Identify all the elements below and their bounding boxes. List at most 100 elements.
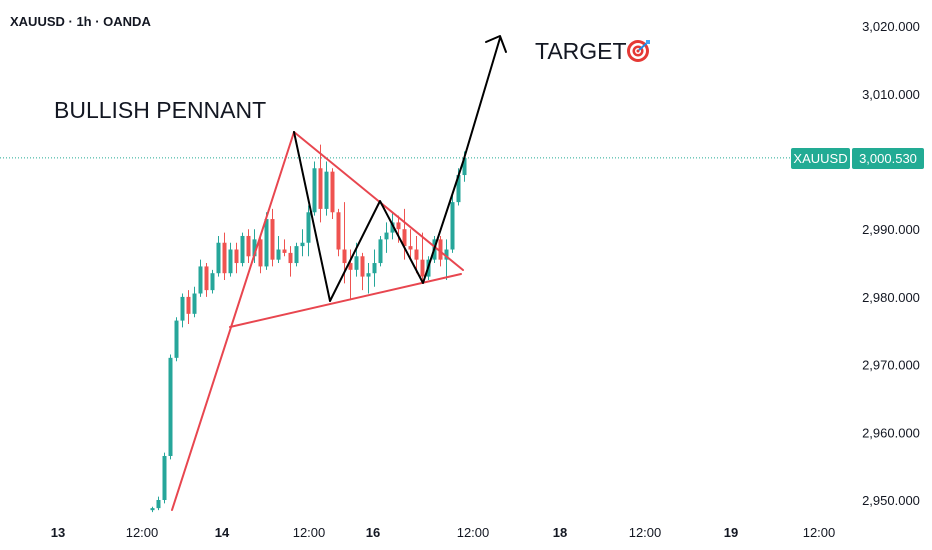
candles xyxy=(150,144,467,513)
x-tick-label: 16 xyxy=(366,525,380,540)
candle xyxy=(444,239,449,280)
candle-body xyxy=(150,508,155,511)
candle xyxy=(384,222,389,253)
candle xyxy=(420,232,425,284)
candle xyxy=(234,242,239,274)
candle-body xyxy=(240,235,245,264)
candle-body xyxy=(198,266,203,294)
candle-body xyxy=(390,222,395,233)
candle xyxy=(450,195,455,253)
candle xyxy=(246,229,251,264)
candle-body xyxy=(324,171,329,209)
candle xyxy=(402,208,407,260)
candle xyxy=(258,235,263,274)
symbol-badge-label: XAUUSD xyxy=(793,151,847,166)
candle xyxy=(276,235,281,264)
y-tick-label: 2,960.000 xyxy=(862,425,920,440)
candle-body xyxy=(354,256,359,270)
last-price-badges: XAUUSD 3,000.530 xyxy=(791,148,924,169)
candle-body xyxy=(180,296,185,321)
candle-body xyxy=(204,266,209,291)
y-tick-label: 2,990.000 xyxy=(862,222,920,237)
candle xyxy=(228,242,233,277)
candle-body xyxy=(288,252,293,264)
target-label: TARGET xyxy=(535,38,627,64)
candle-body xyxy=(348,263,353,270)
candle xyxy=(150,506,155,513)
candle xyxy=(282,239,287,257)
candle-body xyxy=(300,242,305,247)
candle-body xyxy=(282,249,287,253)
candle-body xyxy=(192,293,197,314)
candle xyxy=(222,232,227,280)
candle-body xyxy=(258,239,263,267)
symbol-badge xyxy=(791,148,850,169)
candle-body xyxy=(276,249,281,260)
pattern-label: BULLISH PENNANT xyxy=(54,97,266,123)
candle xyxy=(216,235,221,277)
candle-body xyxy=(156,500,161,509)
candle xyxy=(378,235,383,267)
candle xyxy=(168,354,173,460)
x-tick-label: 12:00 xyxy=(803,525,836,540)
chart-title: XAUUSD · 1h · OANDA xyxy=(10,14,151,29)
target-icon xyxy=(627,40,650,62)
candle-body xyxy=(414,249,419,260)
x-tick-label: 19 xyxy=(724,525,738,540)
y-tick-label: 2,970.000 xyxy=(862,358,920,373)
candle-body xyxy=(294,246,299,264)
candle-body xyxy=(318,168,323,209)
x-tick-label: 18 xyxy=(553,525,567,540)
candle-body xyxy=(360,256,365,277)
candle-body xyxy=(336,212,341,250)
candle-body xyxy=(246,235,251,257)
x-tick-label: 13 xyxy=(51,525,65,540)
price-badge xyxy=(852,148,924,169)
candle-body xyxy=(402,229,407,247)
candle-body xyxy=(456,175,461,203)
x-tick-label: 12:00 xyxy=(126,525,159,540)
candle-body xyxy=(228,249,233,274)
candle xyxy=(324,161,329,216)
candle xyxy=(240,232,245,267)
candle xyxy=(372,249,377,287)
candle xyxy=(312,161,317,216)
y-tick-label: 3,020.000 xyxy=(862,19,920,34)
x-tick-label: 12:00 xyxy=(457,525,490,540)
candle xyxy=(210,269,215,294)
y-axis[interactable]: 3,020.000 3,010.000 2,990.000 2,980.000 2,97… xyxy=(862,19,920,508)
candle xyxy=(264,212,269,270)
zigzag-line xyxy=(293,37,501,302)
candle-body xyxy=(438,239,443,260)
candle-body xyxy=(210,273,215,291)
candle-body xyxy=(312,168,317,213)
candle-body xyxy=(420,259,425,277)
x-axis[interactable]: 13 12:00 14 12:00 16 12:00 18 12:00 19 12:00 xyxy=(51,525,836,540)
candle xyxy=(414,235,419,274)
candle xyxy=(162,452,167,504)
pennant-pole-line xyxy=(171,131,295,511)
candle-body xyxy=(342,249,347,264)
candle xyxy=(288,246,293,277)
candle-body xyxy=(234,249,239,264)
y-tick-label: 3,010.000 xyxy=(862,87,920,102)
candle-body xyxy=(462,158,467,176)
candle xyxy=(192,286,197,318)
candle xyxy=(318,144,323,223)
candle-body xyxy=(222,242,227,274)
arrow-head xyxy=(485,35,507,53)
candle xyxy=(330,168,335,220)
x-tick-label: 12:00 xyxy=(629,525,662,540)
pennant-pattern xyxy=(171,131,464,511)
candle xyxy=(294,242,299,267)
y-tick-label: 2,950.000 xyxy=(862,493,920,508)
candle-body xyxy=(270,219,275,260)
candle xyxy=(366,263,371,294)
candle-body xyxy=(366,273,371,277)
candle-body xyxy=(330,171,335,213)
candle-body xyxy=(168,357,173,456)
candle xyxy=(270,208,275,267)
candle-body xyxy=(252,239,257,257)
pennant-lower-line xyxy=(229,273,462,328)
